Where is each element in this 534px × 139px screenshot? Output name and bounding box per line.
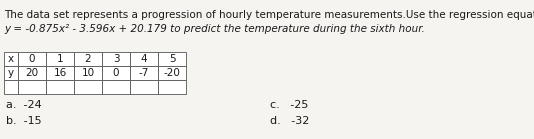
Bar <box>102 52 130 66</box>
Bar <box>74 66 102 80</box>
Text: 0: 0 <box>113 68 119 78</box>
Text: 0: 0 <box>29 54 35 64</box>
Bar <box>4 66 18 80</box>
Text: 2: 2 <box>85 54 91 64</box>
Text: -20: -20 <box>163 68 180 78</box>
Bar <box>46 52 74 66</box>
Bar <box>74 80 102 94</box>
Text: 4: 4 <box>140 54 147 64</box>
Text: -7: -7 <box>139 68 149 78</box>
Text: 20: 20 <box>26 68 38 78</box>
Bar <box>46 80 74 94</box>
Bar <box>130 66 158 80</box>
Text: 1: 1 <box>57 54 64 64</box>
Text: x: x <box>8 54 14 64</box>
Text: c.   -25: c. -25 <box>270 100 308 110</box>
Bar <box>4 80 18 94</box>
Text: 16: 16 <box>53 68 67 78</box>
Text: 5: 5 <box>169 54 175 64</box>
Bar <box>18 66 46 80</box>
Text: The data set represents a progression of hourly temperature measurements.Use the: The data set represents a progression of… <box>4 10 534 20</box>
Bar <box>158 52 186 66</box>
Text: d.   -32: d. -32 <box>270 116 309 126</box>
Text: 3: 3 <box>113 54 119 64</box>
Bar <box>74 52 102 66</box>
Bar <box>46 66 74 80</box>
Bar <box>158 66 186 80</box>
Bar <box>18 80 46 94</box>
Bar <box>4 52 18 66</box>
Bar <box>130 52 158 66</box>
Bar <box>130 80 158 94</box>
Bar <box>102 66 130 80</box>
Text: y: y <box>8 68 14 78</box>
Text: y = -0.875x² - 3.596x + 20.179 to predict the temperature during the sixth hour.: y = -0.875x² - 3.596x + 20.179 to predic… <box>4 24 425 34</box>
Bar <box>158 80 186 94</box>
Text: 10: 10 <box>82 68 95 78</box>
Bar <box>102 80 130 94</box>
Text: b.  -15: b. -15 <box>6 116 42 126</box>
Bar <box>18 52 46 66</box>
Text: a.  -24: a. -24 <box>6 100 42 110</box>
